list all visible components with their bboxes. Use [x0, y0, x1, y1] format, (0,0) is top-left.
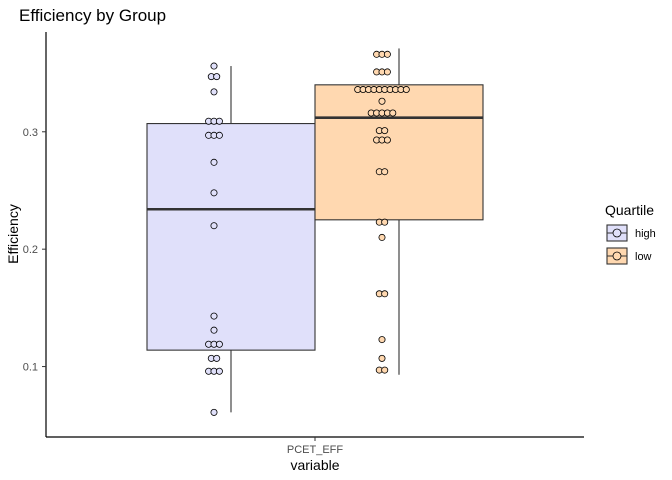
data-point-low — [381, 290, 389, 298]
data-point-low — [381, 127, 389, 135]
data-point-high — [215, 367, 223, 375]
data-point-high — [210, 222, 218, 230]
legend-label: high — [635, 228, 656, 240]
data-point-high — [210, 158, 218, 166]
data-point-low — [381, 218, 389, 226]
data-point-low — [383, 50, 391, 58]
data-point-high — [210, 408, 218, 416]
data-point-low — [378, 336, 386, 344]
data-point-high — [213, 73, 221, 81]
x-tick-label: PCET_EFF — [287, 444, 344, 456]
legend-item-high: high — [606, 224, 656, 242]
plot-area — [146, 48, 484, 416]
y-tick-label: 0.1 — [23, 362, 38, 374]
data-point-high — [215, 340, 223, 348]
data-point-high — [210, 326, 218, 334]
box-high — [146, 62, 316, 416]
x-axis-title: variable — [290, 457, 339, 473]
data-point-high — [210, 312, 218, 320]
box-rect-low — [314, 84, 484, 221]
data-point-low — [381, 168, 389, 176]
data-point-low — [381, 366, 389, 374]
data-point-high — [210, 189, 218, 197]
data-point-low — [402, 86, 410, 94]
legend-item-low: low — [606, 247, 652, 265]
data-point-low — [378, 97, 386, 105]
y-axis-ticks: 0.1 0.2 0.3 — [23, 127, 46, 374]
box-low — [314, 48, 484, 375]
data-point-low — [378, 354, 386, 362]
data-point-high — [215, 131, 223, 139]
legend: Quartile high low — [605, 202, 656, 265]
data-point-high — [213, 354, 221, 362]
legend-label: low — [635, 251, 652, 263]
y-tick-label: 0.2 — [23, 244, 38, 256]
data-point-low — [378, 233, 386, 241]
data-point-low — [389, 109, 397, 117]
legend-title: Quartile — [605, 202, 654, 218]
legend-key-dot — [612, 228, 622, 238]
legend-items: high low — [606, 224, 656, 265]
data-point-low — [383, 68, 391, 76]
y-axis-title: Efficiency — [5, 204, 21, 264]
box-rect-high — [146, 123, 316, 351]
data-point-high — [210, 88, 218, 96]
legend-key-dot — [612, 251, 622, 261]
data-point-high — [210, 62, 218, 70]
data-point-low — [383, 136, 391, 144]
chart-title: Efficiency by Group — [19, 6, 166, 25]
data-point-high — [215, 117, 223, 125]
x-axis-ticks: PCET_EFF — [287, 437, 344, 456]
y-tick-label: 0.3 — [23, 127, 38, 139]
